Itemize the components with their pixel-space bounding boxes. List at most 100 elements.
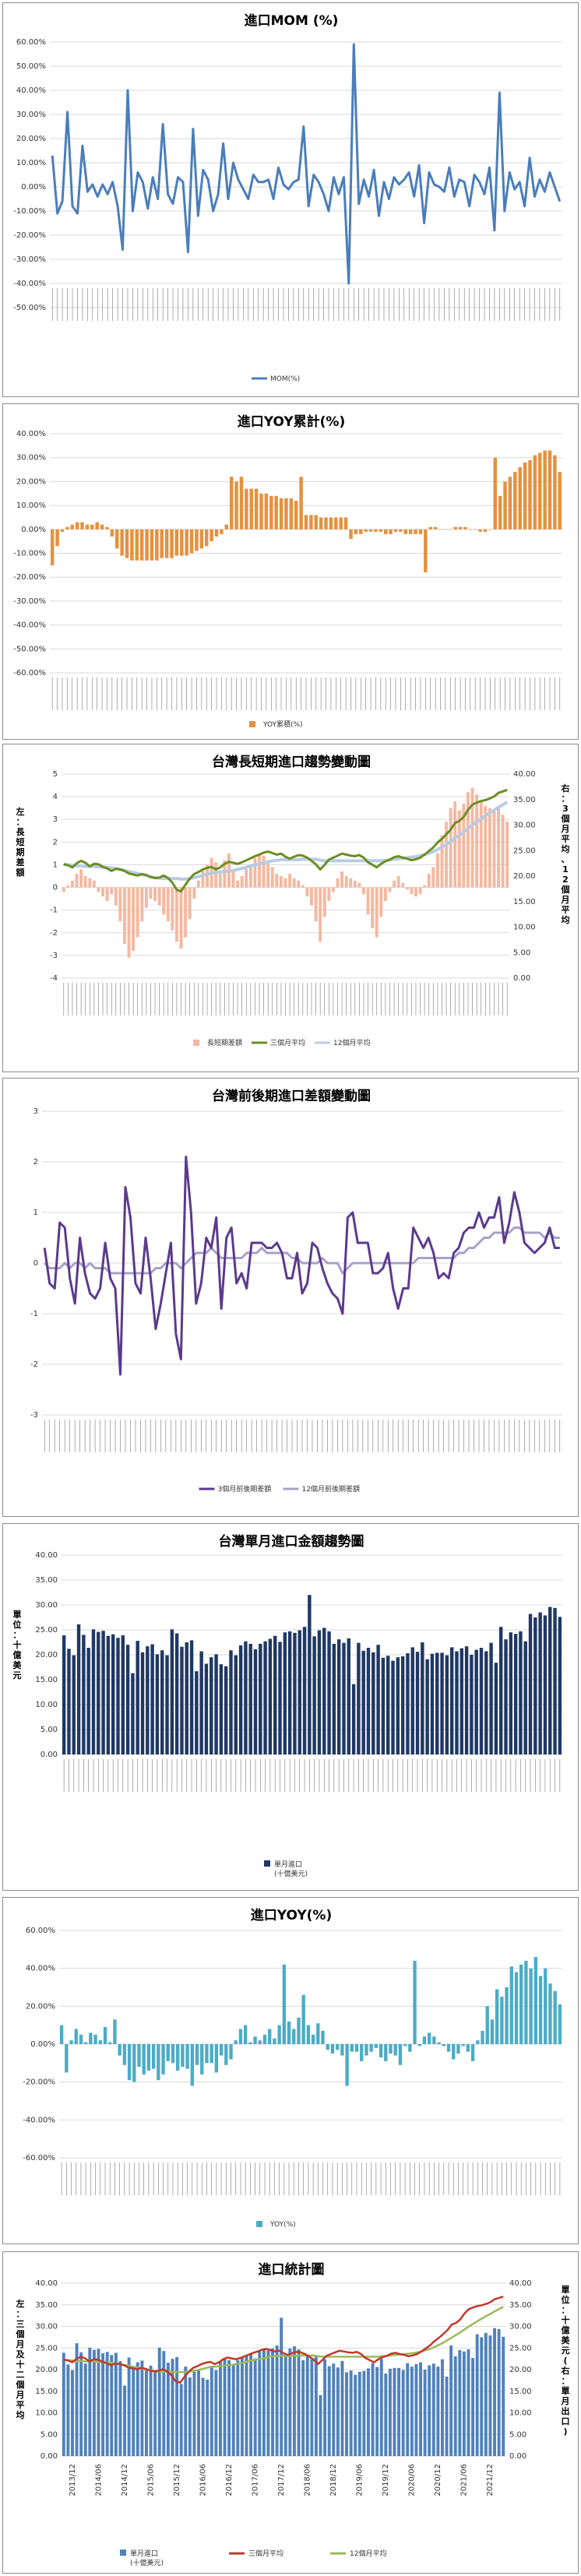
y-tick-label: 5.00 bbox=[40, 2430, 58, 2439]
fore-aft-difference-chart-panel: 台灣前後期進口差額變動圖 3 2 1 0 -1 -2 -3 3個月前後期差額 12個月前後期差額 bbox=[2, 1078, 579, 1517]
long-short-diff-bar bbox=[453, 801, 457, 888]
stats-monthly-bar bbox=[145, 2369, 148, 2456]
import-yoy-bar bbox=[335, 2044, 340, 2050]
stats-monthly-bar bbox=[336, 2367, 340, 2456]
stats-monthly-bar bbox=[271, 2348, 274, 2456]
yoy-cumulative-bar bbox=[220, 529, 224, 534]
monthly-import-bar bbox=[165, 1655, 169, 1754]
long-short-diff-bar bbox=[371, 887, 375, 928]
stats-monthly-bar bbox=[305, 2356, 309, 2456]
monthly-import-bar bbox=[150, 1644, 154, 1754]
long-short-diff-bar bbox=[418, 887, 422, 895]
stats-monthly-bar bbox=[441, 2359, 444, 2456]
right-axis-label: 月 bbox=[561, 824, 570, 834]
left-axis-label: 位 bbox=[13, 1619, 22, 1630]
long-short-diff-bar bbox=[331, 887, 335, 892]
monthly-import-bar bbox=[82, 1635, 86, 1754]
long-short-diff-bar bbox=[497, 805, 500, 888]
long-short-diff-bar bbox=[97, 887, 100, 892]
y-tick-label: -2 bbox=[30, 1360, 38, 1369]
stats-monthly-bar bbox=[458, 2350, 462, 2456]
monthly-import-bar bbox=[244, 1641, 248, 1754]
yoy-cumulative-bar bbox=[339, 517, 343, 530]
right-axis-label: 單 bbox=[562, 2285, 570, 2295]
stats-monthly-bar bbox=[118, 2360, 122, 2456]
yoy-cumulative-bar bbox=[195, 529, 199, 551]
y-tick-label: -50.00% bbox=[13, 304, 46, 312]
long-short-diff-bar bbox=[475, 794, 479, 888]
yoy-cumulative-bar bbox=[229, 477, 234, 530]
import-yoy-bar bbox=[553, 1990, 557, 2044]
import-yoy-bar bbox=[514, 1972, 519, 2044]
stats-monthly-bar bbox=[62, 2353, 65, 2456]
stats-monthly-bar bbox=[471, 2358, 475, 2456]
monthly-import-bar bbox=[509, 1632, 513, 1754]
import-yoy-bar bbox=[495, 1989, 499, 2044]
y-tick-label: 35.00 bbox=[35, 1576, 58, 1585]
yoy-cumulative-bar bbox=[110, 529, 114, 537]
y-tick-label: -40.00% bbox=[23, 2116, 55, 2124]
yoy-cumulative-bar bbox=[408, 529, 413, 534]
import-yoy-bar bbox=[326, 2044, 329, 2050]
monthly-import-bar bbox=[317, 1630, 322, 1754]
monthly-import-bar bbox=[558, 1617, 562, 1754]
x-tick-label: 2016/06 bbox=[199, 2464, 207, 2497]
stats-monthly-bar bbox=[258, 2350, 262, 2456]
long-short-diff-bar bbox=[105, 887, 109, 902]
yoy-cumulative-bar bbox=[259, 493, 263, 530]
stats-monthly-bar bbox=[140, 2360, 144, 2456]
y2-tick-label: 40.00 bbox=[509, 2279, 532, 2288]
left-axis-label: ： bbox=[13, 1630, 22, 1640]
import-yoy-bar bbox=[132, 2044, 136, 2082]
yoy-cumulative-bar bbox=[80, 522, 84, 530]
stats-monthly-bar bbox=[480, 2337, 484, 2456]
stats-monthly-bar bbox=[162, 2351, 166, 2456]
yoy-cumulative-chart-panel: 進口YOY累計(%) 40.00% 30.00% 20.00% 10.00% 0.00% -… bbox=[2, 403, 579, 740]
yoy-cumulative-bar bbox=[254, 488, 259, 530]
y2-tick-label: 10.00 bbox=[513, 924, 536, 932]
y-tick-label: 5.00 bbox=[40, 1726, 58, 1734]
monthly-import-bar bbox=[479, 1648, 484, 1754]
monthly-import-bar bbox=[400, 1656, 405, 1754]
import-yoy-bar bbox=[422, 2036, 427, 2044]
yoy-cumulative-bar bbox=[414, 529, 417, 534]
y-tick-label: 15.00 bbox=[35, 1676, 58, 1684]
yoy-cumulative-bar bbox=[493, 457, 497, 530]
stats-monthly-bar bbox=[71, 2370, 74, 2456]
y-tick-label: 30.00 bbox=[35, 2323, 58, 2331]
import-yoy-bar bbox=[354, 2044, 359, 2052]
monthly-import-bar bbox=[199, 1651, 203, 1754]
import-yoy-bar bbox=[389, 2044, 393, 2054]
y-tick-label: -60.00% bbox=[23, 2154, 55, 2163]
monthly-import-bar bbox=[121, 1635, 125, 1754]
y-tick-label: 20.00 bbox=[35, 2366, 58, 2374]
yoy-cumulative-bar bbox=[70, 524, 74, 530]
stats-monthly-bar bbox=[214, 2370, 218, 2456]
long-short-trend-chart-panel: 台灣長短期進口趨勢變動圖 5 4 3 2 1 0 -1 -2 -3 -4 40.00 35.00 30.0… bbox=[2, 744, 579, 1072]
long-short-diff-bar bbox=[179, 887, 183, 949]
monthly-import-bar bbox=[185, 1642, 188, 1754]
import-yoy-bar bbox=[379, 2044, 383, 2058]
import-yoy-bar bbox=[544, 1968, 548, 2044]
x-tick-label: 2021/12 bbox=[486, 2464, 495, 2497]
import-yoy-bar bbox=[340, 2044, 344, 2056]
long-short-diff-bar bbox=[340, 871, 344, 888]
long-short-diff-bar bbox=[218, 874, 222, 888]
long-short-diff-bar bbox=[132, 887, 136, 952]
stats-monthly-bar bbox=[310, 2359, 314, 2456]
import-yoy-bar bbox=[248, 2042, 252, 2044]
monthly-import-bar bbox=[136, 1641, 139, 1754]
stats-monthly-bar bbox=[488, 2335, 492, 2456]
import-yoy-bar bbox=[118, 2044, 121, 2056]
monthly-import-bar bbox=[160, 1650, 164, 1754]
monthly-import-bar bbox=[494, 1663, 498, 1754]
monthly-import-bar bbox=[170, 1629, 174, 1754]
yoy-cumulative-bar bbox=[304, 515, 308, 530]
import-yoy-bar bbox=[452, 2044, 456, 2060]
right-axis-label: 位 bbox=[562, 2294, 570, 2305]
long-short-diff-bar bbox=[262, 855, 266, 888]
import-yoy-bar bbox=[384, 2044, 388, 2061]
yoy-cumulative-bar bbox=[264, 493, 269, 530]
y-tick-label: 40.00 bbox=[35, 1551, 58, 1560]
yoy-cumulative-bar bbox=[90, 524, 94, 530]
